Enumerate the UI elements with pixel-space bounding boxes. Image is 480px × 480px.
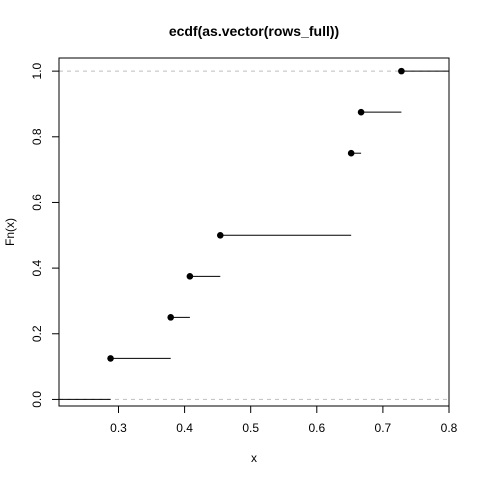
reference-lines [59, 70, 449, 400]
x-tick-label: 0.8 [441, 421, 458, 435]
jump-point [186, 273, 194, 280]
step-segments [59, 70, 449, 400]
x-tick-label: 0.7 [375, 421, 392, 435]
x-axis: 0.3 0.4 0.5 0.6 0.7 0.8 [110, 406, 458, 435]
y-tick-label: 1.0 [30, 62, 44, 79]
x-tick-label: 0.3 [110, 421, 127, 435]
jump-point [398, 67, 405, 75]
jump-point [216, 231, 224, 239]
jump-point [357, 108, 365, 116]
chart-title: ecdf(as.vector(rows_full)) [169, 23, 339, 39]
jump-point [347, 149, 355, 157]
y-tick-label: 0.0 [30, 391, 44, 408]
y-axis-label: Fn(x) [3, 218, 17, 246]
x-axis-label: x [251, 451, 257, 465]
y-tick-label: 0.2 [30, 325, 44, 342]
y-tick-label: 0.8 [30, 128, 44, 145]
y-axis: 0.0 0.2 0.4 0.6 0.8 1.0 [30, 62, 59, 408]
jump-points [107, 67, 405, 362]
plot-frame [58, 57, 450, 407]
y-tick-label: 0.4 [30, 259, 44, 276]
x-tick-label: 0.4 [176, 421, 193, 435]
x-tick-label: 0.5 [242, 421, 259, 435]
jump-point [167, 314, 175, 321]
jump-point [107, 355, 114, 362]
x-tick-label: 0.6 [308, 421, 325, 435]
y-tick-label: 0.6 [30, 194, 44, 211]
